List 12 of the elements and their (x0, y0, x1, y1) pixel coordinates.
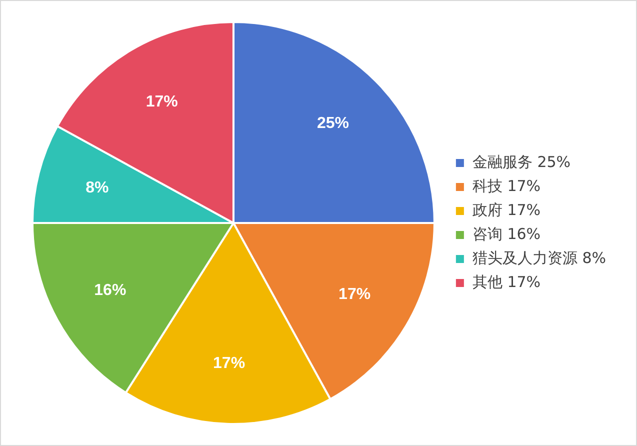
data-label: 17% (213, 355, 246, 372)
legend-label: 政府 17% (472, 200, 541, 219)
legend-label: 金融服务 25% (472, 152, 571, 171)
legend-label: 猎头及人力资源 8% (472, 248, 606, 267)
data-label: 17% (338, 286, 371, 304)
legend-label: 咨询 16% (472, 224, 541, 243)
data-label: 17% (146, 93, 178, 110)
data-label: 8% (86, 179, 109, 196)
legend-label: 其他 17% (472, 272, 541, 291)
legend-label: 科技 17% (472, 176, 541, 195)
data-label: 16% (94, 282, 126, 300)
data-label: 25% (316, 114, 349, 132)
